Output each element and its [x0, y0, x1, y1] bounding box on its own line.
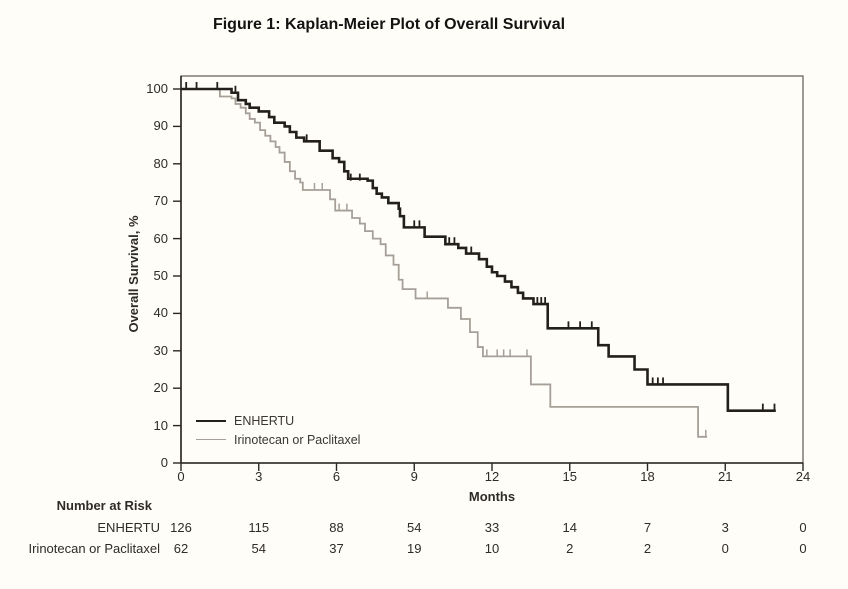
risk-count: 10 [484, 541, 500, 556]
risk-count: 0 [721, 541, 729, 556]
y-tick-label: 90 [153, 118, 168, 134]
risk-count: 2 [566, 541, 574, 556]
x-tick-label: 0 [177, 469, 185, 484]
x-tick-label: 18 [640, 469, 655, 484]
risk-count: 2 [643, 541, 652, 556]
survival-curve-comparator [181, 88, 708, 438]
risk-count: 3 [721, 520, 729, 535]
legend-label-enhertu: ENHERTU [234, 413, 295, 428]
x-tick-label: 12 [484, 469, 500, 484]
y-tick-label: 50 [153, 268, 168, 283]
risk-count: 33 [484, 520, 500, 535]
legend-item-comparator: Irinotecan or Paclitaxel [196, 430, 360, 449]
legend-label-comparator: Irinotecan or Paclitaxel [234, 432, 361, 447]
x-tick-label: 15 [562, 469, 577, 484]
x-tick-label: 21 [718, 469, 733, 484]
legend-line-sample-comparator [196, 439, 226, 440]
risk-count: 14 [562, 520, 577, 535]
risk-count: 37 [329, 541, 344, 556]
risk-count: 115 [248, 520, 270, 535]
x-tick-label: 6 [332, 469, 341, 484]
risk-count: 19 [407, 541, 422, 556]
x-axis-title: Months [468, 489, 516, 504]
risk-row-label-enhertu: ENHERTU [97, 520, 160, 535]
risk-count: 0 [799, 520, 807, 535]
y-tick-label: 30 [153, 342, 168, 358]
y-tick-label: 60 [153, 230, 168, 246]
legend-line-sample-enhertu [196, 419, 226, 422]
x-tick-label: 3 [255, 469, 263, 484]
y-tick-label: 100 [146, 81, 168, 96]
risk-count: 54 [251, 541, 266, 556]
y-tick-label: 10 [153, 417, 168, 433]
figure-title: Figure 1: Kaplan-Meier Plot of Overall S… [212, 16, 566, 33]
x-tick-label: 24 [795, 469, 811, 484]
risk-count: 62 [173, 541, 189, 556]
risk-count: 0 [799, 541, 807, 556]
risk-table-header: Number at Risk [56, 498, 152, 513]
y-tick-label: 80 [153, 155, 168, 171]
risk-count: 88 [329, 520, 344, 535]
y-tick-label: 0 [160, 455, 168, 470]
risk-count: 126 [170, 520, 192, 535]
x-tick-label: 9 [410, 469, 418, 484]
risk-count: 7 [643, 520, 652, 535]
legend-item-enhertu: ENHERTU [196, 411, 360, 430]
y-tick-label: 20 [153, 380, 168, 396]
y-tick-label: 40 [153, 305, 168, 321]
risk-row-label-comparator: Irinotecan or Paclitaxel [28, 541, 160, 556]
legend: ENHERTU Irinotecan or Paclitaxel [196, 411, 360, 449]
y-tick-label: 70 [153, 193, 168, 209]
survival-curve-enhertu [181, 87, 776, 412]
risk-count: 54 [407, 520, 422, 535]
